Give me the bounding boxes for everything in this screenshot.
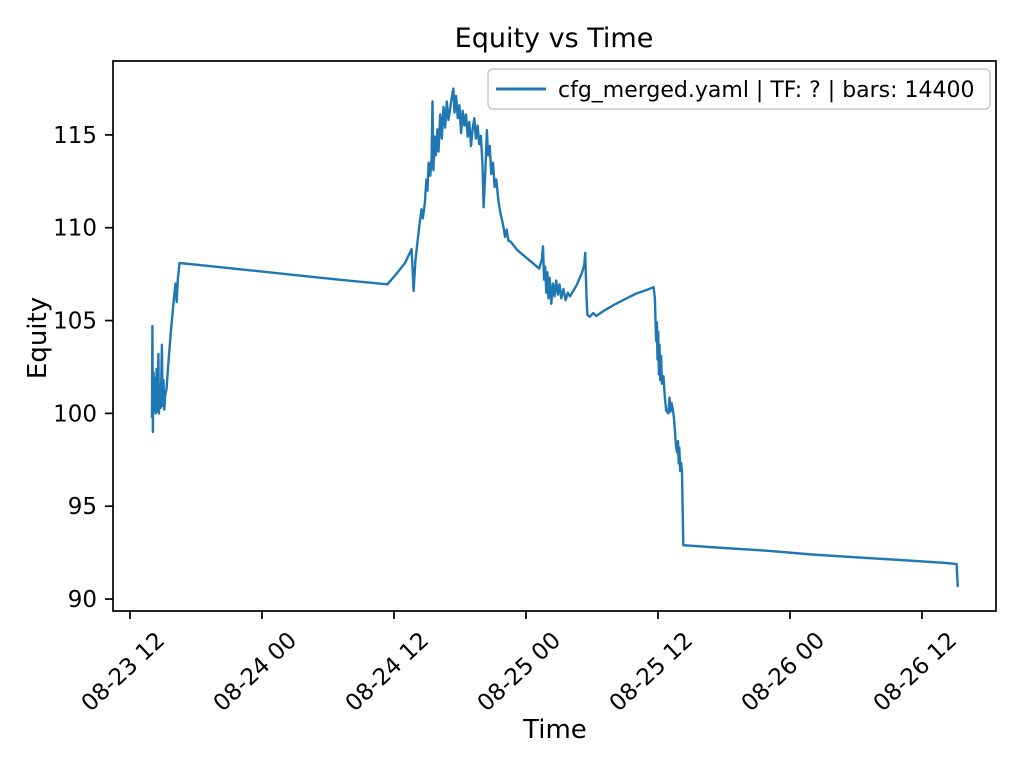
x-tick-label: 08-23 12 xyxy=(77,627,170,717)
legend: cfg_merged.yaml | TF: ? | bars: 14400 xyxy=(487,68,991,110)
y-tick-label: 105 xyxy=(53,309,97,335)
x-tick-label: 08-24 12 xyxy=(341,627,434,717)
legend-box xyxy=(487,68,991,110)
x-axis-label: Time xyxy=(522,715,587,745)
x-tick-label: 08-26 00 xyxy=(737,627,830,717)
x-tick-label: 08-25 12 xyxy=(605,627,698,717)
y-axis-label: Equity xyxy=(23,297,53,379)
y-tick-label: 90 xyxy=(68,587,97,613)
plot-area-border xyxy=(112,60,997,612)
equity-series-line xyxy=(150,87,959,588)
x-tick-label: 08-26 12 xyxy=(869,627,962,717)
y-tick-label: 95 xyxy=(68,494,97,520)
y-tick-label: 115 xyxy=(53,123,97,149)
y-tick-label: 100 xyxy=(53,401,97,427)
x-tick-label: 08-24 00 xyxy=(209,627,302,717)
y-tick-label: 110 xyxy=(53,216,97,242)
legend-label: cfg_merged.yaml | TF: ? | bars: 14400 xyxy=(558,78,975,103)
x-tick-label: 08-25 00 xyxy=(473,627,566,717)
chart-title: Equity vs Time xyxy=(455,23,654,54)
